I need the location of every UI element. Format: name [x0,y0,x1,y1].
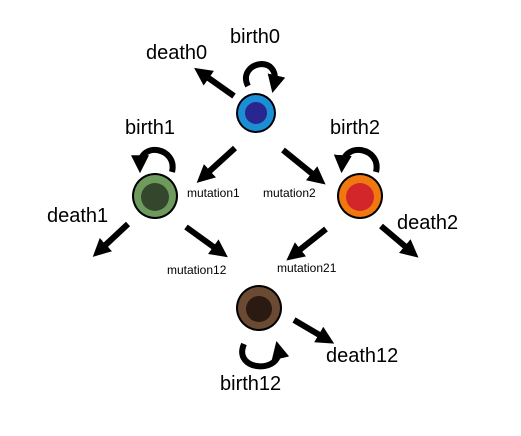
birth0-loop-arrow [243,61,286,94]
cell-12-nucleus [246,296,272,322]
label-birth1: birth1 [125,117,175,139]
label-mutation21: mutation21 [277,261,337,275]
label-death1: death1 [47,205,108,227]
mutation1-arrow [196,145,238,183]
birth1-loop-arrow [131,146,176,174]
label-mutation12: mutation12 [167,263,227,277]
cell-1 [132,173,178,219]
death0-arrow [194,67,236,99]
death2-arrow [379,223,419,258]
mutation12-arrow [184,224,228,258]
label-mutation1: mutation1 [187,186,240,200]
death12-arrow [292,317,335,344]
label-death12: death12 [326,345,398,367]
label-death0: death0 [146,42,207,64]
cell-2 [337,173,383,219]
cell-0-nucleus [245,102,267,124]
cell-2-nucleus [346,183,374,211]
cell-0 [236,93,276,133]
cell-12 [236,285,282,331]
cell-1-nucleus [141,183,169,211]
mutation2-arrow [281,147,326,185]
birth12-loop-arrow [239,340,290,370]
label-mutation2: mutation2 [263,186,316,200]
death1-arrow [92,221,131,257]
label-birth0: birth0 [230,26,280,48]
label-birth2: birth2 [330,117,380,139]
label-birth12: birth12 [220,373,281,395]
birth2-loop-arrow [333,146,380,174]
label-death2: death2 [397,212,458,234]
mutation21-arrow [286,226,328,261]
